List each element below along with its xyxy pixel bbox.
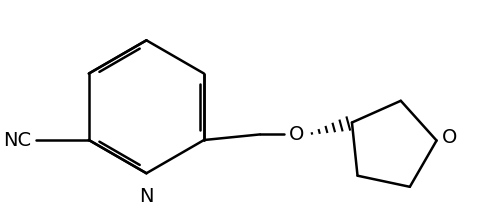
- Text: N: N: [139, 187, 154, 206]
- Text: O: O: [289, 125, 304, 144]
- Text: O: O: [441, 127, 457, 146]
- Text: NC: NC: [2, 131, 31, 149]
